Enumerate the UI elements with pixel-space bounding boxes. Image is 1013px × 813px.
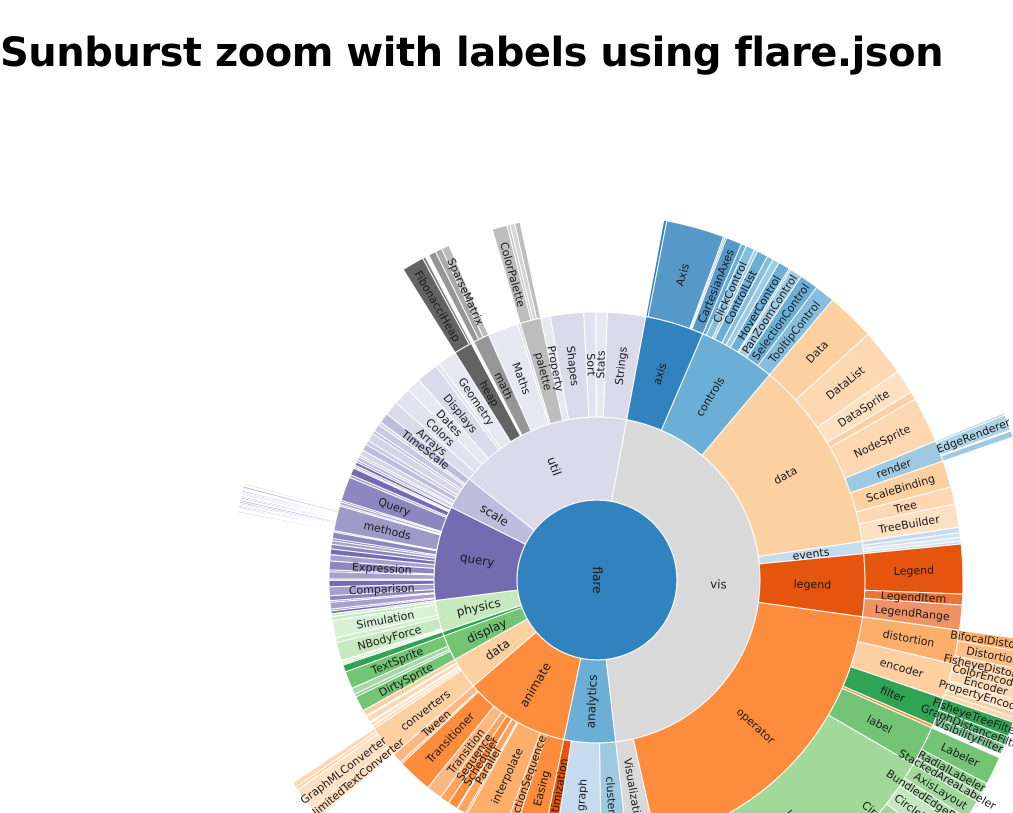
arc-circle-packing-layout[interactable] bbox=[868, 803, 945, 813]
label-shapes: Shapes bbox=[564, 345, 581, 387]
arc-layout[interactable] bbox=[684, 714, 914, 813]
label-vis: vis bbox=[710, 577, 727, 592]
label-flare: flare bbox=[590, 567, 604, 594]
label-axis: axis bbox=[651, 361, 670, 386]
label-query: query bbox=[459, 550, 495, 570]
label-events: events bbox=[792, 545, 831, 562]
label-comparison: Comparison bbox=[349, 581, 415, 597]
label-cluster: cluster bbox=[603, 776, 618, 813]
page-title: Sunburst zoom with labels using flare.js… bbox=[0, 30, 944, 76]
label-axis: Axis bbox=[673, 262, 692, 288]
label-legend: Legend bbox=[893, 564, 934, 578]
arc-visualization[interactable] bbox=[615, 738, 657, 813]
label-analytics: analytics bbox=[584, 674, 600, 728]
label-legend: legend bbox=[794, 578, 832, 592]
label-graph: graph bbox=[574, 778, 589, 811]
sunburst-arcs bbox=[236, 219, 1013, 813]
label-sort: Sort bbox=[584, 353, 598, 377]
label-legend-item: LegendItem bbox=[880, 589, 946, 605]
label-util: util bbox=[544, 455, 564, 478]
label-tree: Tree bbox=[892, 498, 919, 516]
label-expression: Expression bbox=[352, 561, 412, 577]
label-stats: Stats bbox=[594, 350, 607, 379]
label-strings: Strings bbox=[613, 346, 630, 386]
